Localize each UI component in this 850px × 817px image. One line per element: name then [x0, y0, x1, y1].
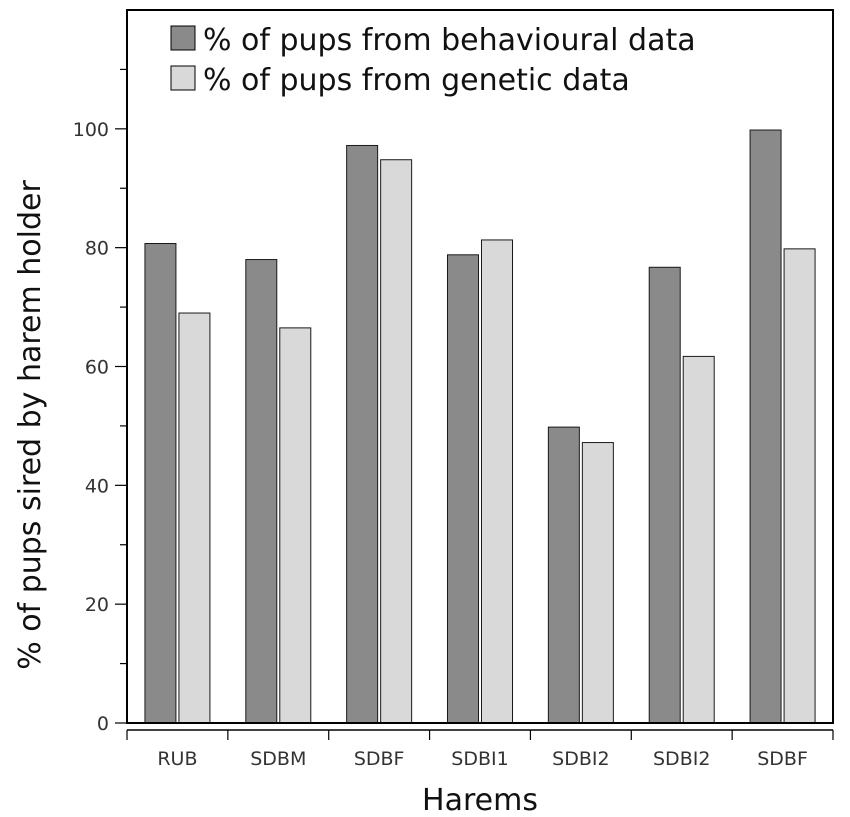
legend-label-genetic: % of pups from genetic data — [203, 63, 630, 98]
y-tick-label: 40 — [85, 475, 109, 497]
y-tick-label: 60 — [85, 357, 109, 379]
x-tick-label: SDBM — [250, 748, 306, 770]
legend-swatch-genetic — [170, 65, 196, 91]
y-tick-label: 0 — [97, 713, 109, 735]
legend: % of pups from behavioural data % of pup… — [170, 23, 696, 98]
x-tick-label: SDBF — [354, 748, 405, 770]
x-tick-label: SDBF — [757, 748, 808, 770]
bar-genetic-2 — [380, 159, 413, 724]
x-tick-label: SDBI2 — [552, 748, 609, 770]
bar-genetic-6 — [783, 248, 816, 724]
bar-genetic-4 — [581, 442, 614, 724]
bar-behavioural-4 — [547, 426, 580, 724]
x-axis-title: Harems — [422, 783, 538, 817]
bar-behavioural-5 — [648, 266, 681, 724]
legend-label-behavioural: % of pups from behavioural data — [203, 23, 696, 58]
plot-frame — [126, 9, 834, 724]
bar-genetic-1 — [279, 327, 312, 724]
bar-behavioural-3 — [447, 254, 479, 724]
x-tick-label: SDBI1 — [451, 748, 508, 770]
bar-behavioural-1 — [245, 259, 278, 724]
y-axis-title: % of pups sired by harem holder — [13, 180, 48, 670]
bar-behavioural-2 — [346, 144, 379, 724]
bar-behavioural-6 — [749, 129, 782, 724]
y-tick-label: 80 — [85, 238, 109, 260]
axes-group — [126, 9, 834, 731]
y-ticks-group: 0 20 40 60 80 100 — [73, 68, 127, 735]
legend-swatch-behavioural — [170, 25, 196, 51]
y-tick-label: 100 — [73, 119, 109, 141]
bar-genetic-0 — [178, 312, 211, 724]
bars-group — [144, 129, 816, 724]
x-tick-label: RUB — [157, 748, 197, 770]
y-tick-label: 20 — [85, 594, 109, 616]
x-tick-label: SDBI2 — [653, 748, 710, 770]
x-ticks-group: RUB SDBM SDBF SDBI1 SDBI2 SDBI2 SDBF — [126, 730, 834, 770]
bar-genetic-5 — [682, 355, 715, 724]
bar-behavioural-0 — [144, 243, 177, 724]
bar-genetic-3 — [481, 239, 513, 724]
